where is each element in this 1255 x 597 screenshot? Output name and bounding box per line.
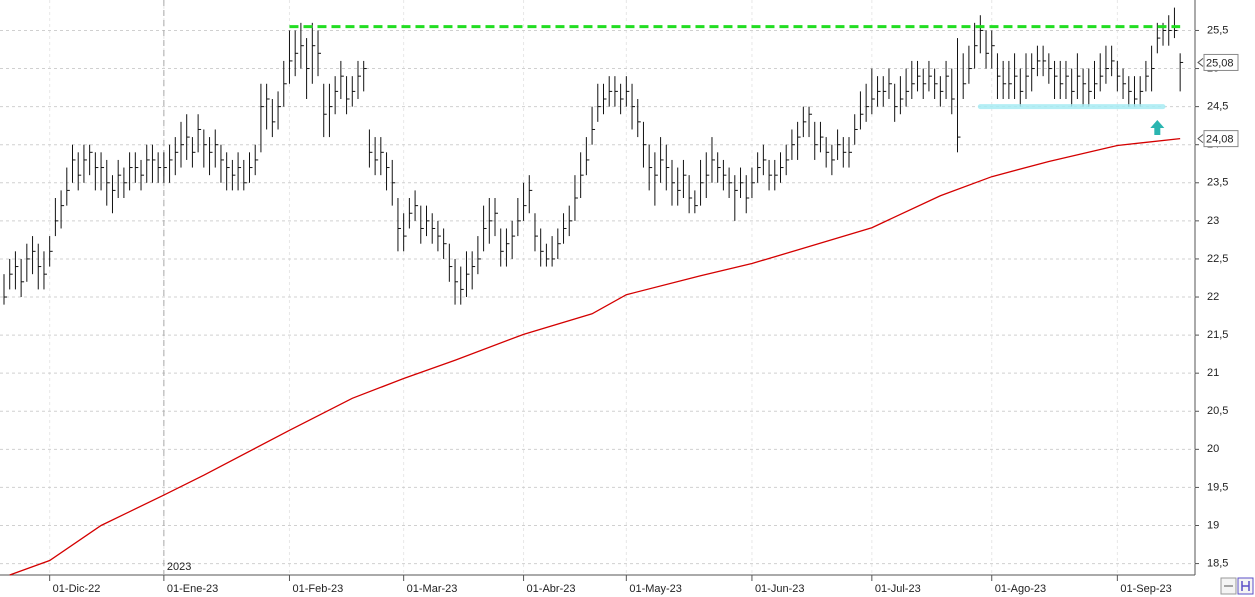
moving-average [9, 137, 1181, 576]
y-tick-label: 18,5 [1207, 557, 1228, 569]
x-tick-label: 01-Ene-23 [167, 583, 218, 595]
x-tick-label: 01-Dic-22 [53, 583, 101, 595]
y-tick-label: 21,5 [1207, 329, 1228, 341]
x-tick-label: 01-Mar-23 [407, 583, 458, 595]
y-tick-label: 20 [1207, 443, 1219, 455]
bars [3, 7, 1184, 305]
last-value-label: 25,08 [1206, 57, 1234, 69]
up-arrow [1150, 119, 1165, 135]
y-tick-label: 22 [1207, 291, 1219, 303]
y-tick-label: 24,5 [1207, 101, 1228, 113]
last-value-label: 24,08 [1206, 134, 1234, 146]
y-tick-label: 19,5 [1207, 481, 1228, 493]
x-tick-label: 01-Jul-23 [875, 583, 921, 595]
x-tick-label: 01-Jun-23 [755, 583, 805, 595]
x-tick-label: 01-Abr-23 [527, 583, 576, 595]
x-tick-label: 01-Feb-23 [292, 583, 343, 595]
y-tick-label: 20,5 [1207, 405, 1228, 417]
y-tick-label: 22,5 [1207, 253, 1228, 265]
last-value-pointer [1197, 58, 1204, 67]
last-value-pointer [1197, 134, 1204, 143]
y-tick-label: 25,5 [1207, 24, 1228, 36]
year-label: 2023 [167, 561, 191, 573]
y-tick-label: 23,5 [1207, 177, 1228, 189]
last-value-box [1203, 130, 1239, 148]
y-tick-label: 19 [1207, 519, 1219, 531]
y-tick-label: 21 [1207, 367, 1219, 379]
x-tick-label: 01-Ago-23 [995, 583, 1046, 595]
toolbar [1220, 577, 1254, 595]
y-tick-label: 23 [1207, 215, 1219, 227]
h-icon [1241, 581, 1250, 591]
last-value-box [1203, 53, 1239, 71]
x-tick-label: 01-May-23 [629, 583, 682, 595]
x-tick-label: 01-Sep-23 [1120, 583, 1171, 595]
